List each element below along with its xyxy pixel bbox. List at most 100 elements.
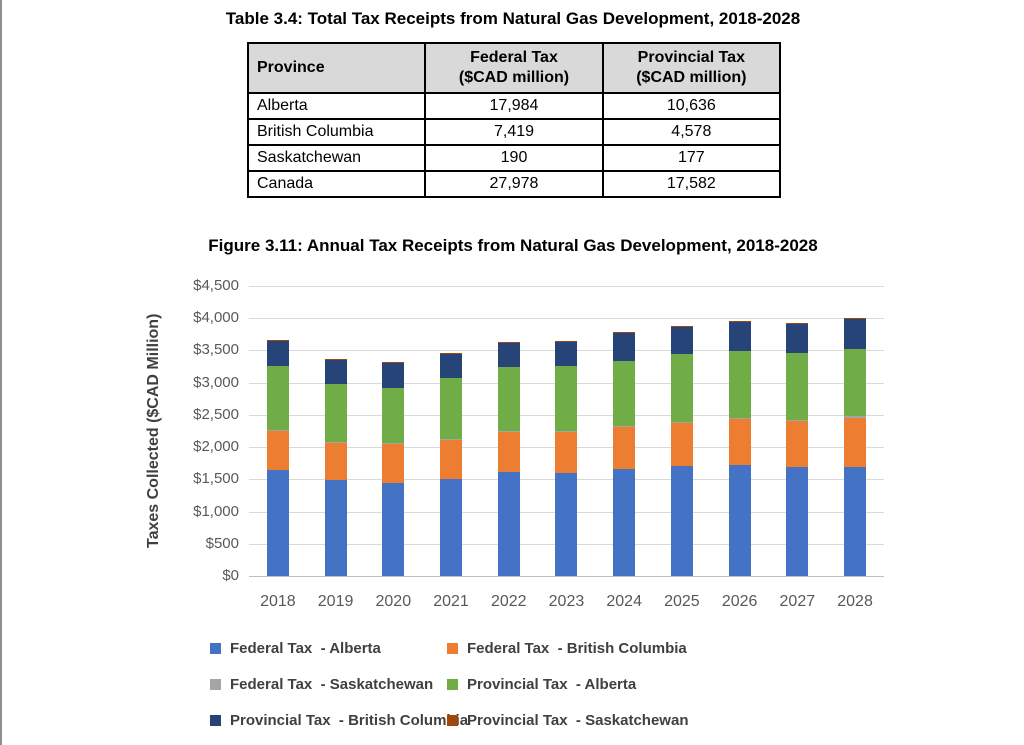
table-row: Saskatchewan 190 177 [246,144,782,172]
x-tick-label: 2019 [317,593,354,610]
bar-segment [786,322,809,324]
y-tick-label: $4,000 [193,309,239,327]
y-tick-label: $1,500 [193,470,239,488]
bar-segment [555,431,578,433]
bar-segment [382,362,405,389]
stacked-bar-2027 [786,322,809,576]
table-header-row: Province Federal Tax ($CAD million) Provinc… [246,42,782,94]
legend-label: Provincial Tax - Alberta [467,676,637,693]
bar-segment [728,418,751,465]
table-cell: 7,419 [424,118,604,146]
bar-segment [728,350,751,418]
bar-segment [324,441,347,443]
bar-segment [670,326,693,328]
bar-segment [786,467,809,576]
bar-segment [555,472,578,576]
x-tick-label: 2018 [260,593,296,610]
legend-label: Federal Tax - Saskatchewan [230,676,434,693]
bar-segment [844,349,867,417]
bar-segment [266,340,289,342]
stacked-bar-2022 [497,341,520,576]
x-tick-label: 2021 [433,593,469,610]
table-cell: 190 [424,144,604,172]
bar-segment [555,340,578,342]
bar-segment [555,432,578,473]
bar-segment [786,420,809,468]
legend-swatch-icon [447,679,458,690]
bar-segment [497,341,520,343]
stacked-bar-2019 [324,358,347,576]
bar-segment [844,466,867,576]
bar-segment [670,327,693,355]
table-cell: 10,636 [601,92,782,120]
bar-segment [670,422,693,424]
gridline [249,318,884,320]
table-cell: 4,578 [601,118,782,146]
y-tick-label: $2,000 [193,438,239,456]
bar-segment [382,361,405,363]
bar-segment [786,419,809,421]
stacked-bar-2018 [266,340,289,576]
x-tick-label: 2023 [548,593,585,610]
bar-segment [440,439,463,479]
legend-swatch-icon [210,679,221,690]
x-tick-label: 2027 [779,593,816,610]
x-tick-label: 2025 [664,593,700,610]
bar-segment [382,442,405,444]
bar-segment [613,333,636,361]
legend-swatch-icon [210,715,221,726]
stacked-bar-2023 [555,340,578,576]
gridline [249,286,884,287]
stacked-bar-2021 [440,352,463,576]
x-tick-label: 2022 [490,593,527,610]
bar-segment [266,341,289,367]
y-axis-title: Taxes Collected ($CAD Million) [145,313,162,549]
x-tick-label: 2028 [837,593,873,610]
bar-segment [266,431,289,470]
y-tick-label: $3,000 [193,373,239,391]
bar-segment [266,430,289,432]
y-tick-label: $3,500 [193,341,239,359]
bar-segment [324,358,347,360]
legend-label: Federal Tax - British Columbia [467,640,687,657]
bar-segment [266,470,289,576]
bar-segment [324,442,347,481]
x-tick-label: 2026 [721,593,758,610]
bar-segment [497,342,520,368]
bar-segment [670,354,693,423]
bar-segment [844,318,867,320]
x-tick-label: 2024 [606,593,642,610]
column-header: Provincial Tax ($CAD million) [601,42,782,94]
table-cell: Alberta [246,92,427,120]
bar-segment [497,432,520,472]
bar-segment [728,464,751,576]
x-axis-tick-labels: 2018 2019 2020 2021 2022 2023 2024 2025 2026 2027… [249,593,884,611]
bar-segment [382,388,405,443]
y-tick-label: $2,500 [193,405,239,423]
bar-segment [728,320,751,322]
bar-segment [324,480,347,576]
legend-item: Provincial Tax - British Columbia [210,712,468,729]
legend-item: Federal Tax - British Columbia [447,640,687,657]
legend-label: Provincial Tax - British Columbia [230,712,469,729]
stacked-bar-2028 [844,318,867,576]
legend-label: Federal Tax - Alberta [230,640,381,657]
bar-segment [440,352,463,354]
y-tick-label: $4,500 [193,277,239,294]
y-tick-label: $0 [222,567,239,584]
bar-segment [440,353,463,379]
stacked-bar-2020 [382,361,405,576]
bar-segment [497,367,520,432]
legend-item: Federal Tax - Saskatchewan [210,676,433,693]
bar-segment [844,417,867,467]
plot-area [249,286,884,576]
stacked-bar-2025 [670,326,693,576]
stacked-bar-2026 [728,320,751,576]
bar-segment [844,416,867,418]
bar-segment [440,378,463,439]
table-cell: Saskatchewan [246,144,427,172]
bar-segment [324,359,347,385]
x-tick-label: 2020 [375,593,412,610]
bar-segment [440,438,463,440]
bar-segment [613,469,636,576]
